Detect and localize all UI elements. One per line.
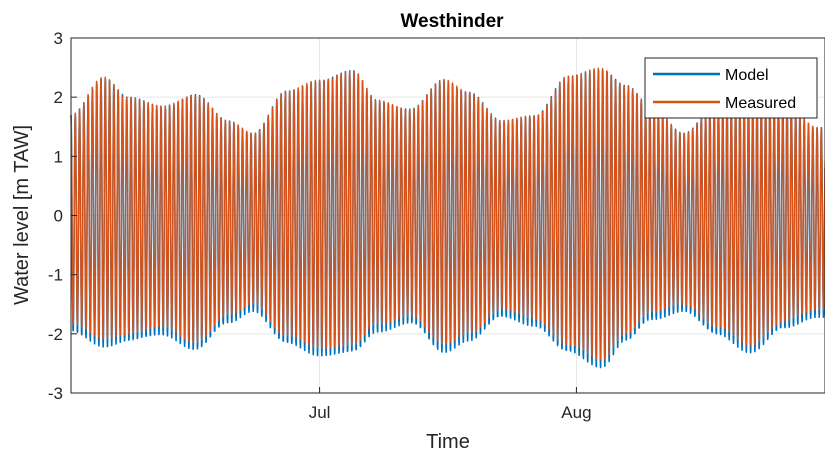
- chart-title: Westhinder: [400, 11, 504, 32]
- legend-box: [644, 57, 818, 119]
- y-tick-label: 0: [54, 207, 63, 226]
- plot-area: [70, 67, 825, 369]
- y-tick-label: 3: [54, 29, 63, 48]
- series-line-measured: [70, 67, 825, 361]
- legend-label: Measured: [725, 95, 796, 112]
- y-tick-label: -2: [48, 325, 63, 344]
- legend: Model Measured: [644, 57, 818, 119]
- legend-label: Model: [725, 67, 769, 84]
- x-axis-ticks: Jul Aug: [309, 387, 592, 422]
- y-tick-label: -1: [48, 266, 63, 285]
- x-tick-label: Aug: [561, 403, 591, 422]
- y-tick-label: 1: [54, 147, 63, 166]
- y-tick-label: 2: [54, 88, 63, 107]
- x-axis-label: Time: [426, 431, 470, 453]
- y-tick-label: -3: [48, 384, 63, 403]
- y-axis-label: Water level [m TAW]: [11, 125, 33, 305]
- y-axis-ticks: -3 -2 -1 0 1 2 3: [48, 29, 77, 403]
- x-tick-label: Jul: [309, 403, 331, 422]
